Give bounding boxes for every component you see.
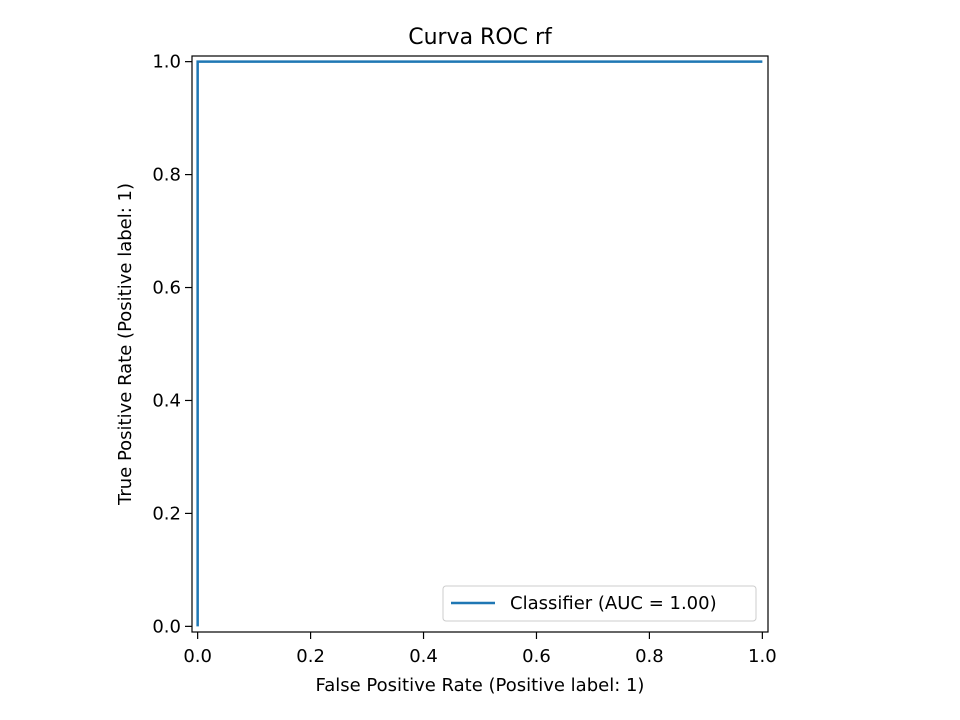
legend-box [442,585,757,622]
x-axis-ticks: 0.0 0.2 0.4 0.6 0.8 1.0 [183,632,777,667]
legend-series-label: Classifier (AUC = 1.00) [510,593,717,614]
y-tick-label: 0.6 [152,278,181,299]
x-tick-label: 0.8 [635,646,664,667]
x-axis-label: False Positive Rate (Positive label: 1) [316,675,645,696]
series-layer [196,60,763,627]
roc-curve-line [196,60,763,627]
y-tick-label: 1.0 [152,52,181,73]
x-tick-label: 0.4 [409,646,438,667]
plot-area-frame [191,55,769,633]
legend: Classifier (AUC = 1.00) [442,585,757,622]
y-axis-label: True Positive Rate (Positive label: 1) [115,183,136,506]
y-tick-label: 0.8 [152,165,181,186]
x-tick-label: 0.2 [296,646,325,667]
x-tick-label: 0.6 [522,646,551,667]
y-tick-label: 0.0 [152,616,181,637]
y-tick-label: 0.2 [152,503,181,524]
y-tick-label: 0.4 [152,390,181,411]
y-axis-ticks: 0.0 0.2 0.4 0.6 0.8 1.0 [152,52,192,637]
x-tick-label: 1.0 [748,646,777,667]
x-tick-label: 0.0 [183,646,212,667]
chart-title: Curva ROC rf [408,25,553,50]
